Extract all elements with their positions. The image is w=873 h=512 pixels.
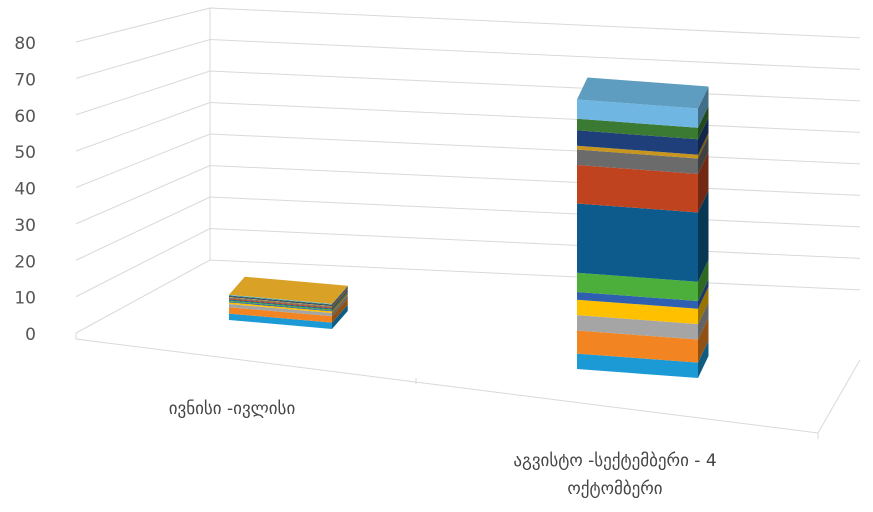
bar-segment xyxy=(229,302,332,313)
bar-segment xyxy=(577,149,698,174)
bar-segment xyxy=(577,330,698,363)
bar-segment-side xyxy=(698,340,709,378)
bar-segment-side xyxy=(698,132,709,159)
bar-segment xyxy=(229,299,332,310)
y-tick-label: 10 xyxy=(14,289,36,309)
bar-segment xyxy=(229,295,332,305)
y-tick-label: 80 xyxy=(14,34,36,54)
bar-segment-side xyxy=(698,302,709,340)
bar-segment-side xyxy=(698,136,709,174)
y-axis: 0 10 20 30 40 50 60 70 80 xyxy=(14,34,36,345)
bar-segment-side xyxy=(332,288,348,308)
bar-segment xyxy=(229,307,332,323)
bar-top xyxy=(577,77,709,109)
bar-segment-side xyxy=(698,279,709,309)
bar-segment xyxy=(229,300,332,311)
y-tick-label: 40 xyxy=(14,180,36,200)
bar-segment-side xyxy=(332,293,348,313)
bar-stack xyxy=(229,276,348,329)
bar-stack xyxy=(577,77,709,378)
bar-segment xyxy=(577,272,698,301)
gridline xyxy=(75,7,861,43)
bar-segment xyxy=(577,99,698,128)
x-category-label: ოქტომბერი xyxy=(567,479,662,499)
bar-segment-side xyxy=(698,105,709,140)
y-tick-label: 60 xyxy=(14,107,36,127)
bar-segment-side xyxy=(332,292,348,312)
bar-segment xyxy=(229,304,332,317)
floor-outline xyxy=(75,333,861,434)
bar-segment-side xyxy=(332,291,348,311)
bar-segment-side xyxy=(332,298,348,323)
y-tick-label: 20 xyxy=(14,252,36,272)
bar-segment xyxy=(577,299,698,325)
y-tick-label: 70 xyxy=(14,70,36,90)
bar-segment-side xyxy=(332,290,348,310)
y-tick-label: 50 xyxy=(14,143,36,163)
gridline xyxy=(75,164,861,225)
bar-segment-side xyxy=(332,287,348,306)
bar-segment-side xyxy=(698,117,709,155)
gridline xyxy=(75,38,861,79)
bar-segment-side xyxy=(332,287,348,307)
bar-segment-side xyxy=(698,317,709,363)
bar-segment xyxy=(577,164,698,213)
bar-segment xyxy=(229,298,332,309)
bar-segment-side xyxy=(698,151,709,213)
gridlines xyxy=(75,7,861,439)
bar-segment-side xyxy=(332,289,348,309)
gridline xyxy=(75,133,861,188)
bar-segment xyxy=(577,315,698,340)
gridline xyxy=(75,227,861,298)
y-tick-label: 0 xyxy=(25,325,36,345)
bar-segment xyxy=(229,294,332,305)
gridline xyxy=(75,101,861,152)
bar-segment-side xyxy=(332,304,348,329)
bar-segment-side xyxy=(698,190,709,282)
bar-segment xyxy=(577,292,698,309)
bar-segment xyxy=(577,353,698,378)
bar-segment xyxy=(229,296,332,306)
bar-segment-side xyxy=(332,285,348,305)
y-tick-label: 30 xyxy=(14,216,36,236)
bar-segment-side xyxy=(698,86,709,128)
bar-segment-side xyxy=(698,259,709,301)
bar-segment-side xyxy=(332,295,348,317)
gridline xyxy=(75,196,861,261)
bar-segment xyxy=(577,203,698,282)
bar-segment xyxy=(577,118,698,140)
bar-segment-side xyxy=(698,286,709,325)
bar-segment xyxy=(229,297,332,308)
bars xyxy=(229,77,709,378)
x-category-label: აგვისტო -სექტემბერი - 4 xyxy=(513,451,716,471)
x-axis-categories: ივნისი -ივლისი აგვისტო -სექტემბერი - 4 ოქტ… xyxy=(169,399,717,499)
x-category-label: ივნისი -ივლისი xyxy=(169,399,296,419)
bar-segment xyxy=(577,130,698,155)
bar-segment xyxy=(229,301,332,312)
bar-segment xyxy=(229,296,332,307)
gridline xyxy=(75,259,861,334)
bar-top xyxy=(229,276,348,304)
bar-segment xyxy=(229,313,332,329)
bar-segment xyxy=(577,145,698,159)
bar-segment-side xyxy=(332,286,348,305)
